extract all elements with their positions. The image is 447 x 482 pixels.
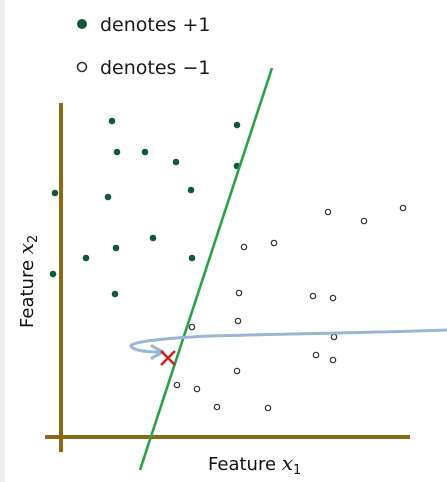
negative-point <box>264 404 272 412</box>
positive-point <box>187 186 195 194</box>
positive-point <box>233 121 241 129</box>
negative-point <box>234 317 242 325</box>
positive-point <box>49 270 57 278</box>
negative-point <box>309 292 317 300</box>
negative-points <box>173 204 407 412</box>
negative-point <box>312 351 320 359</box>
x-axis <box>45 435 410 439</box>
negative-point <box>213 403 221 411</box>
positive-point <box>113 148 121 156</box>
negative-point <box>233 367 241 375</box>
positive-point <box>82 254 90 262</box>
legend-negative-label: denotes −1 <box>100 57 211 79</box>
positive-point <box>108 117 116 125</box>
negative-point <box>173 381 181 389</box>
positive-point <box>188 254 196 262</box>
positive-point <box>51 189 59 197</box>
update-arrow-path <box>129 328 447 354</box>
negative-point <box>330 333 338 341</box>
negative-point <box>235 289 243 297</box>
positive-point <box>104 193 112 201</box>
positive-point <box>141 148 149 156</box>
negative-point <box>270 239 278 247</box>
negative-point <box>360 217 368 225</box>
negative-point <box>324 208 332 216</box>
y-axis <box>59 103 63 452</box>
x-axis-label: Feature x1 <box>208 451 301 478</box>
positive-points <box>49 117 241 298</box>
positive-point <box>112 244 120 252</box>
legend: denotes +1 denotes −1 <box>76 14 211 79</box>
positive-point <box>149 234 157 242</box>
negative-point <box>240 243 248 251</box>
positive-point <box>111 290 119 298</box>
negative-point <box>329 294 337 302</box>
negative-point <box>188 323 196 331</box>
decision-boundary <box>138 67 274 471</box>
negative-point <box>193 385 201 393</box>
legend-negative-marker <box>76 61 88 73</box>
legend-positive-marker <box>77 19 87 29</box>
y-axis-label: Feature x2 <box>14 235 41 328</box>
negative-point <box>329 356 337 364</box>
axes <box>45 103 410 452</box>
negative-point <box>399 204 407 212</box>
left-edge-shade <box>0 0 5 482</box>
legend-positive-label: denotes +1 <box>100 14 211 36</box>
positive-point <box>172 158 180 166</box>
x-mark-icon <box>160 350 176 366</box>
x-mark-stroke-b <box>160 350 176 366</box>
